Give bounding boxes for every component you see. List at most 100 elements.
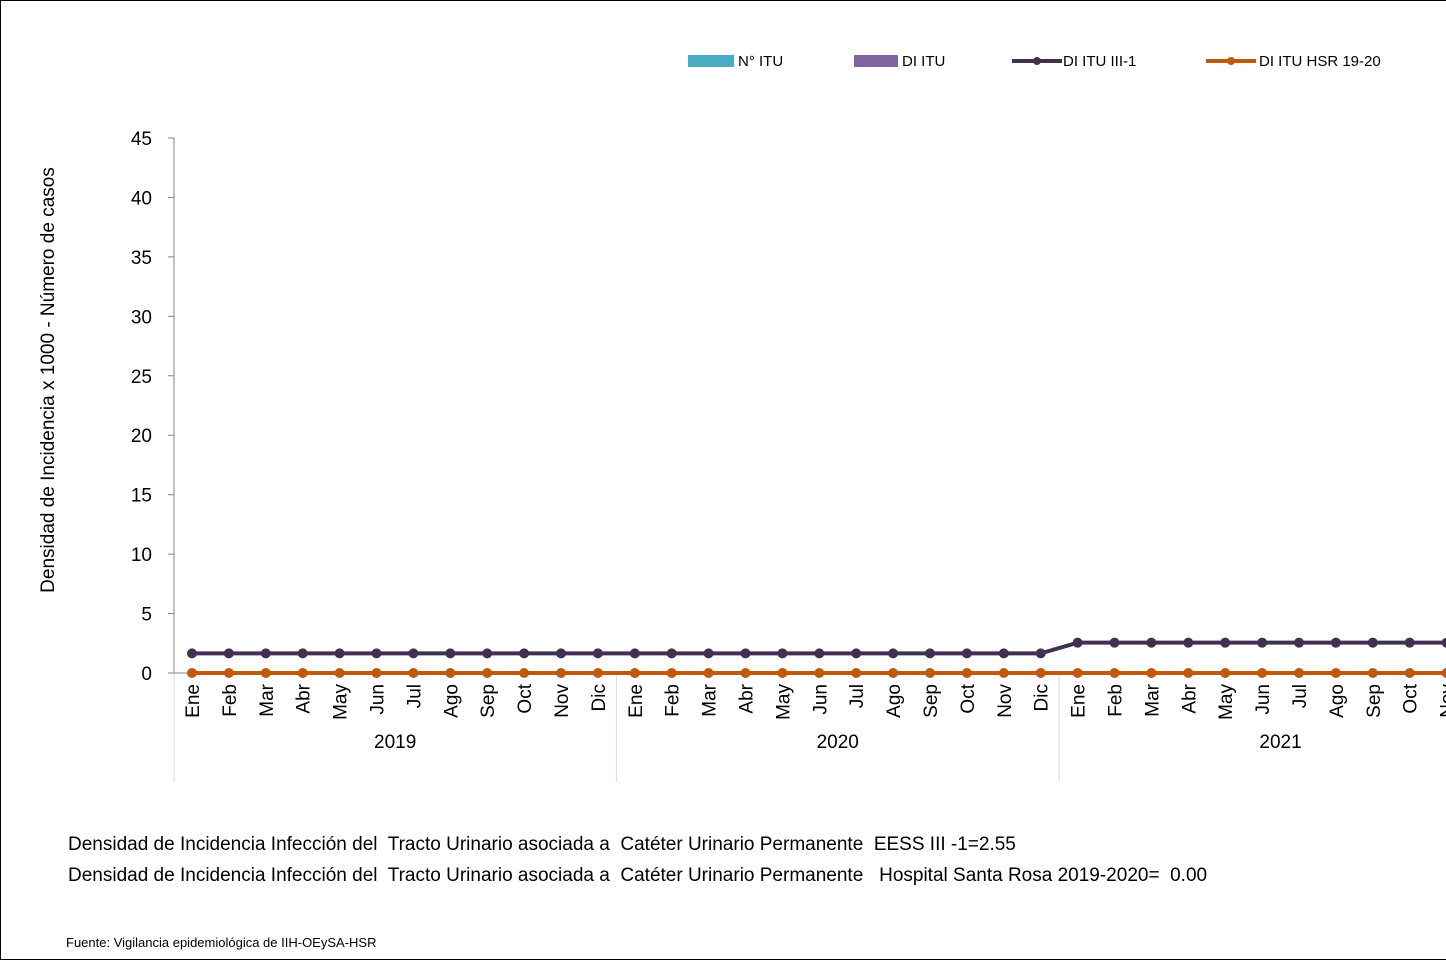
data-point bbox=[1183, 668, 1194, 678]
x-tick-label-month: Jul bbox=[847, 684, 868, 708]
data-point bbox=[629, 648, 640, 659]
data-point bbox=[445, 668, 456, 678]
y-tick-label: 15 bbox=[131, 486, 152, 507]
data-point bbox=[482, 648, 493, 659]
data-point bbox=[814, 668, 825, 678]
note-eess-iii1: Densidad de Incidencia Infección del Tra… bbox=[68, 834, 1016, 855]
data-point bbox=[1146, 668, 1157, 678]
data-point bbox=[666, 648, 677, 659]
data-point bbox=[703, 648, 714, 659]
y-tick-label: 45 bbox=[131, 129, 152, 150]
x-tick-label-month: Dic bbox=[589, 684, 610, 711]
y-tick-label: 30 bbox=[131, 307, 152, 328]
data-point bbox=[519, 648, 530, 659]
data-point bbox=[851, 668, 862, 678]
data-point bbox=[187, 668, 197, 678]
x-tick-label-month: Abr bbox=[737, 683, 758, 713]
x-tick-label-month: Ago bbox=[441, 684, 462, 718]
x-tick-label-month: Jun bbox=[368, 684, 389, 715]
x-tick-label-month: Oct bbox=[1401, 683, 1422, 713]
y-tick-label: 20 bbox=[131, 426, 152, 447]
data-point bbox=[888, 648, 899, 659]
data-point bbox=[777, 648, 788, 659]
data-point bbox=[1257, 668, 1268, 678]
y-axis-title: Densidad de Incidencia x 1000 - Número d… bbox=[38, 167, 59, 593]
data-point bbox=[408, 668, 419, 678]
note-hospital-santa-rosa: Densidad de Incidencia Infección del Tra… bbox=[68, 865, 1208, 886]
data-point bbox=[1035, 648, 1046, 659]
x-tick-label-month: May bbox=[773, 684, 794, 720]
legend-label: N° ITU bbox=[738, 53, 783, 70]
x-tick-label-month: Mar bbox=[257, 683, 278, 716]
data-point bbox=[371, 648, 382, 659]
x-tick-label-month: Feb bbox=[1106, 684, 1127, 717]
data-point bbox=[1367, 668, 1378, 678]
legend-swatch bbox=[854, 55, 898, 67]
data-point bbox=[592, 668, 603, 678]
x-group-label: 2021 bbox=[1259, 732, 1301, 753]
data-point bbox=[519, 668, 530, 678]
data-point bbox=[1294, 637, 1304, 648]
x-tick-label-month: Ago bbox=[1327, 684, 1348, 718]
data-point bbox=[297, 648, 308, 659]
data-point bbox=[482, 668, 493, 678]
data-point bbox=[740, 648, 751, 659]
x-tick-label-month: Nov bbox=[1438, 684, 1446, 718]
x-tick-label-month: Jun bbox=[1253, 684, 1274, 715]
x-tick-label-month: Mar bbox=[1142, 683, 1163, 716]
data-point bbox=[1330, 637, 1341, 648]
data-point bbox=[334, 668, 345, 678]
data-point bbox=[666, 668, 677, 678]
y-tick-label: 35 bbox=[131, 248, 152, 269]
data-point bbox=[1035, 668, 1046, 678]
x-tick-label-month: Jul bbox=[1290, 684, 1311, 708]
data-point bbox=[925, 648, 935, 659]
data-point bbox=[408, 648, 419, 659]
x-tick-label-month: Dic bbox=[1032, 684, 1053, 711]
data-point bbox=[851, 648, 862, 659]
legend-label: DI ITU bbox=[902, 53, 945, 70]
data-point bbox=[961, 668, 972, 678]
x-tick-label-month: Ago bbox=[884, 684, 905, 718]
x-tick-label-month: Sep bbox=[921, 684, 942, 718]
data-point bbox=[223, 648, 234, 659]
data-point bbox=[223, 668, 234, 678]
data-point bbox=[334, 648, 345, 659]
x-tick-label-month: Jul bbox=[404, 684, 425, 708]
data-point bbox=[1220, 668, 1231, 678]
data-point bbox=[703, 668, 714, 678]
data-point bbox=[629, 668, 640, 678]
legend-marker bbox=[1033, 57, 1041, 65]
y-tick-label: 10 bbox=[131, 545, 152, 566]
x-group-label: 2020 bbox=[817, 732, 859, 753]
x-tick-label-month: May bbox=[1216, 684, 1237, 720]
data-point bbox=[445, 648, 456, 659]
y-tick-label: 25 bbox=[131, 367, 152, 388]
data-point bbox=[260, 668, 271, 678]
data-point bbox=[814, 648, 825, 659]
data-point bbox=[1404, 668, 1415, 678]
data-point bbox=[1220, 637, 1231, 648]
data-point bbox=[888, 668, 899, 678]
data-point bbox=[1072, 637, 1083, 648]
data-point bbox=[998, 668, 1009, 678]
data-point bbox=[297, 668, 308, 678]
x-tick-label-month: Abr bbox=[1179, 683, 1200, 713]
data-point bbox=[1109, 668, 1120, 678]
data-point bbox=[1441, 668, 1446, 678]
data-point bbox=[1367, 637, 1378, 648]
data-point bbox=[187, 648, 197, 659]
data-point bbox=[1183, 637, 1194, 648]
data-point bbox=[260, 648, 271, 659]
data-point bbox=[925, 668, 935, 678]
x-tick-label-month: Sep bbox=[1364, 684, 1385, 718]
data-point bbox=[1257, 637, 1268, 648]
data-point bbox=[1404, 637, 1415, 648]
source-note: Fuente: Vigilancia epidemiológica de IIH… bbox=[66, 935, 377, 950]
data-point bbox=[556, 668, 566, 678]
legend-swatch bbox=[688, 55, 734, 67]
data-point bbox=[961, 648, 972, 659]
data-point bbox=[740, 668, 751, 678]
data-point bbox=[371, 668, 382, 678]
